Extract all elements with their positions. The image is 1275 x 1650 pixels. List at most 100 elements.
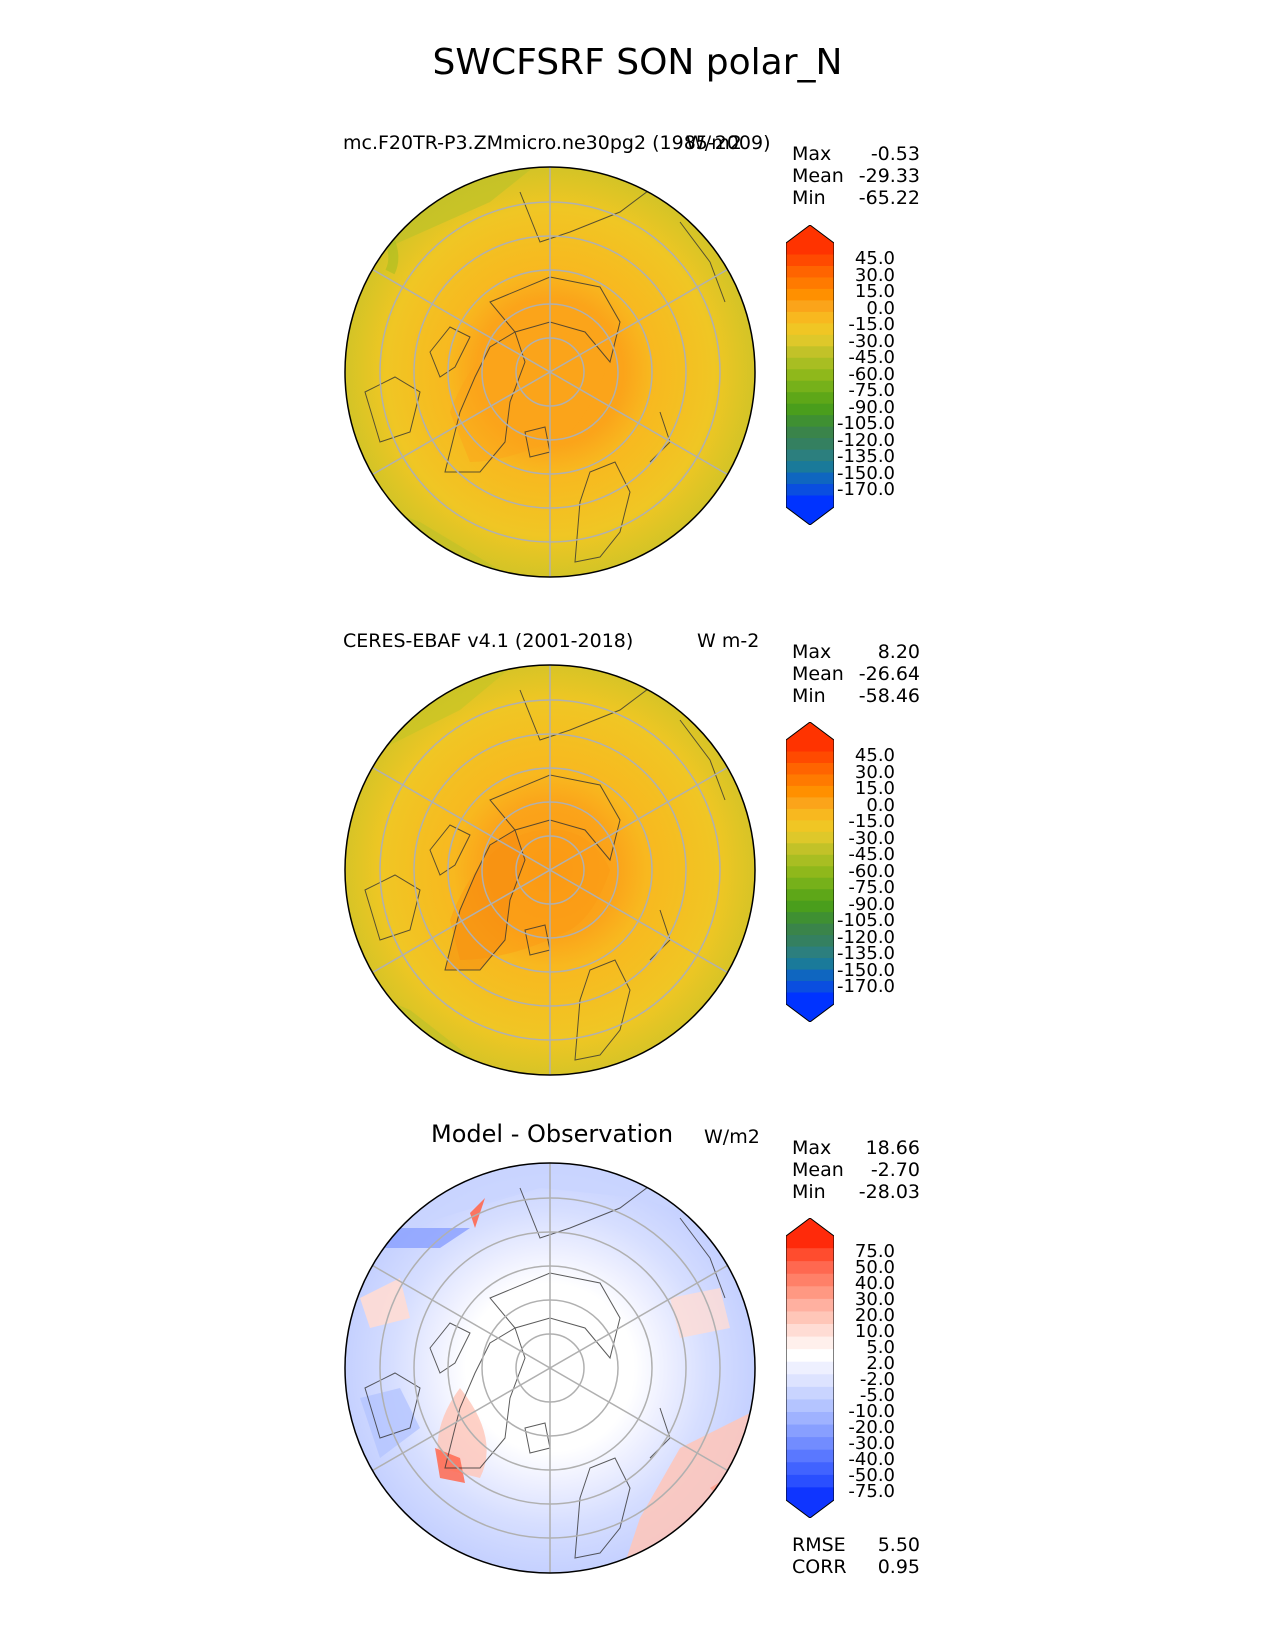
- panel-1-colorbar-ticks: 45.0 30.0 15.0 0.0 -15.0 -30.0 -45.0 -60…: [820, 248, 895, 499]
- colorbar-segment: [786, 820, 834, 833]
- panel-3-title: Model - Observation: [431, 1120, 674, 1148]
- colorbar-segment: [786, 472, 834, 485]
- colorbar-segment: [786, 1261, 834, 1275]
- colorbar-segment: [786, 288, 834, 301]
- colorbar-segment: [786, 1399, 834, 1413]
- colorbar-tick: 30.0: [854, 264, 895, 286]
- colorbar-segment: [786, 797, 834, 810]
- colorbar-tick: -60.0: [848, 363, 895, 385]
- colorbar-segment: [786, 1273, 834, 1287]
- panel-2-colorbar: [786, 722, 834, 1022]
- colorbar-segment: [786, 1298, 834, 1313]
- colorbar-segment: [786, 923, 834, 936]
- colorbar-tick: -15.0: [848, 811, 895, 832]
- stat-label: Mean: [792, 165, 844, 187]
- panel-1-colorbar: [786, 225, 834, 525]
- colorbar-segment: [786, 992, 834, 1022]
- colorbar-segment: [786, 969, 834, 982]
- colorbar-segment: [786, 1462, 834, 1476]
- colorbar-tick: 20.0: [854, 1305, 895, 1326]
- colorbar-tick: -120.0: [836, 429, 895, 451]
- panel-1-stats: Max -0.53 Mean -29.33 Min -65.22: [792, 143, 920, 209]
- panel-3-map: [344, 1162, 756, 1574]
- panel-3-colorbar-ticks: 75.0 50.0 40.0 30.0 20.0 10.0 5.0 2.0 -2…: [820, 1243, 895, 1502]
- colorbar-segment: [786, 1449, 834, 1463]
- colorbar-segment: [786, 1324, 834, 1338]
- panel-3-metrics: RMSE 5.50 CORR 0.95: [792, 1534, 920, 1578]
- colorbar-segment: [786, 225, 834, 255]
- colorbar-tick: -5.0: [859, 1385, 895, 1406]
- stat-label: Min: [792, 1181, 826, 1203]
- panel-3-units: W/m2: [704, 1126, 760, 1148]
- colorbar-segment: [786, 392, 834, 405]
- colorbar-tick: -20.0: [848, 1417, 895, 1438]
- colorbar-segment: [786, 1248, 834, 1262]
- colorbar-tick: -50.0: [848, 1465, 895, 1486]
- colorbar-tick: -30.0: [848, 1433, 895, 1454]
- colorbar-tick: -135.0: [836, 446, 895, 467]
- colorbar-segment: [786, 1437, 834, 1451]
- colorbar-segment: [786, 1386, 834, 1401]
- colorbar-segment: [786, 484, 834, 497]
- panel-2-title: CERES-EBAF v4.1 (2001-2018): [343, 630, 634, 652]
- colorbar-segment: [786, 1349, 834, 1363]
- colorbar-tick: -60.0: [848, 860, 895, 882]
- colorbar-segment: [786, 981, 834, 994]
- panel-3-stats: Max 18.66 Mean -2.70 Min -28.03: [792, 1137, 920, 1203]
- panel-2-map: [344, 664, 756, 1076]
- stat-value: -58.46: [858, 685, 920, 707]
- colorbar-tick: -2.0: [859, 1369, 895, 1390]
- colorbar-segment: [786, 277, 834, 290]
- stat-label: Mean: [792, 663, 844, 685]
- colorbar-segment: [786, 1412, 834, 1426]
- colorbar-tick: -75.0: [848, 877, 895, 898]
- stat-label: Min: [792, 685, 826, 707]
- colorbar-tick: -150.0: [836, 462, 895, 484]
- colorbar-segment: [786, 254, 834, 267]
- colorbar-tick: -170.0: [836, 976, 895, 997]
- colorbar-tick: 5.0: [866, 1337, 895, 1358]
- stat-value: 8.20: [877, 641, 920, 663]
- colorbar-segment: [786, 415, 834, 428]
- colorbar-tick: 0.0: [866, 297, 895, 319]
- colorbar-segment: [786, 808, 834, 821]
- colorbar-segment: [786, 311, 834, 324]
- colorbar-tick: 2.0: [866, 1353, 895, 1374]
- colorbar-tick: -45.0: [848, 844, 895, 865]
- colorbar-tick: -30.0: [848, 827, 895, 849]
- colorbar-segment: [786, 866, 834, 879]
- colorbar-segment: [786, 762, 834, 776]
- colorbar-segment: [786, 1311, 834, 1325]
- colorbar-tick: 45.0: [854, 248, 895, 269]
- colorbar-segment: [786, 1374, 834, 1388]
- colorbar-segment: [786, 1218, 834, 1249]
- panel-3-colorbar: [786, 1218, 834, 1518]
- colorbar-segment: [786, 1424, 834, 1438]
- colorbar-segment: [786, 357, 834, 370]
- colorbar-tick: -75.0: [848, 1481, 895, 1502]
- colorbar-tick: -135.0: [836, 943, 895, 964]
- colorbar-segment: [786, 380, 834, 393]
- colorbar-tick: -90.0: [848, 893, 895, 915]
- colorbar-segment: [786, 1361, 834, 1375]
- colorbar-segment: [786, 843, 834, 856]
- colorbar-tick: -75.0: [848, 380, 895, 401]
- metric-label: RMSE: [792, 1534, 846, 1556]
- colorbar-tick: 15.0: [854, 281, 895, 302]
- colorbar-segment: [786, 323, 834, 336]
- colorbar-segment: [786, 403, 834, 416]
- colorbar-tick: -105.0: [836, 910, 895, 931]
- stat-label: Max: [792, 1137, 832, 1159]
- figure-title: SWCFSRF SON polar_N: [432, 42, 843, 83]
- colorbar-tick: 10.0: [854, 1321, 895, 1342]
- colorbar-tick: 45.0: [854, 745, 895, 766]
- colorbar-segment: [786, 785, 834, 798]
- colorbar-tick: -10.0: [848, 1401, 895, 1422]
- colorbar-segment: [786, 935, 834, 948]
- stat-value: -26.64: [858, 663, 920, 685]
- metric-value: 5.50: [877, 1534, 920, 1556]
- stat-label: Mean: [792, 1159, 844, 1181]
- colorbar-tick: 0.0: [866, 794, 895, 816]
- colorbar-segment: [786, 438, 834, 451]
- colorbar-segment: [786, 369, 834, 382]
